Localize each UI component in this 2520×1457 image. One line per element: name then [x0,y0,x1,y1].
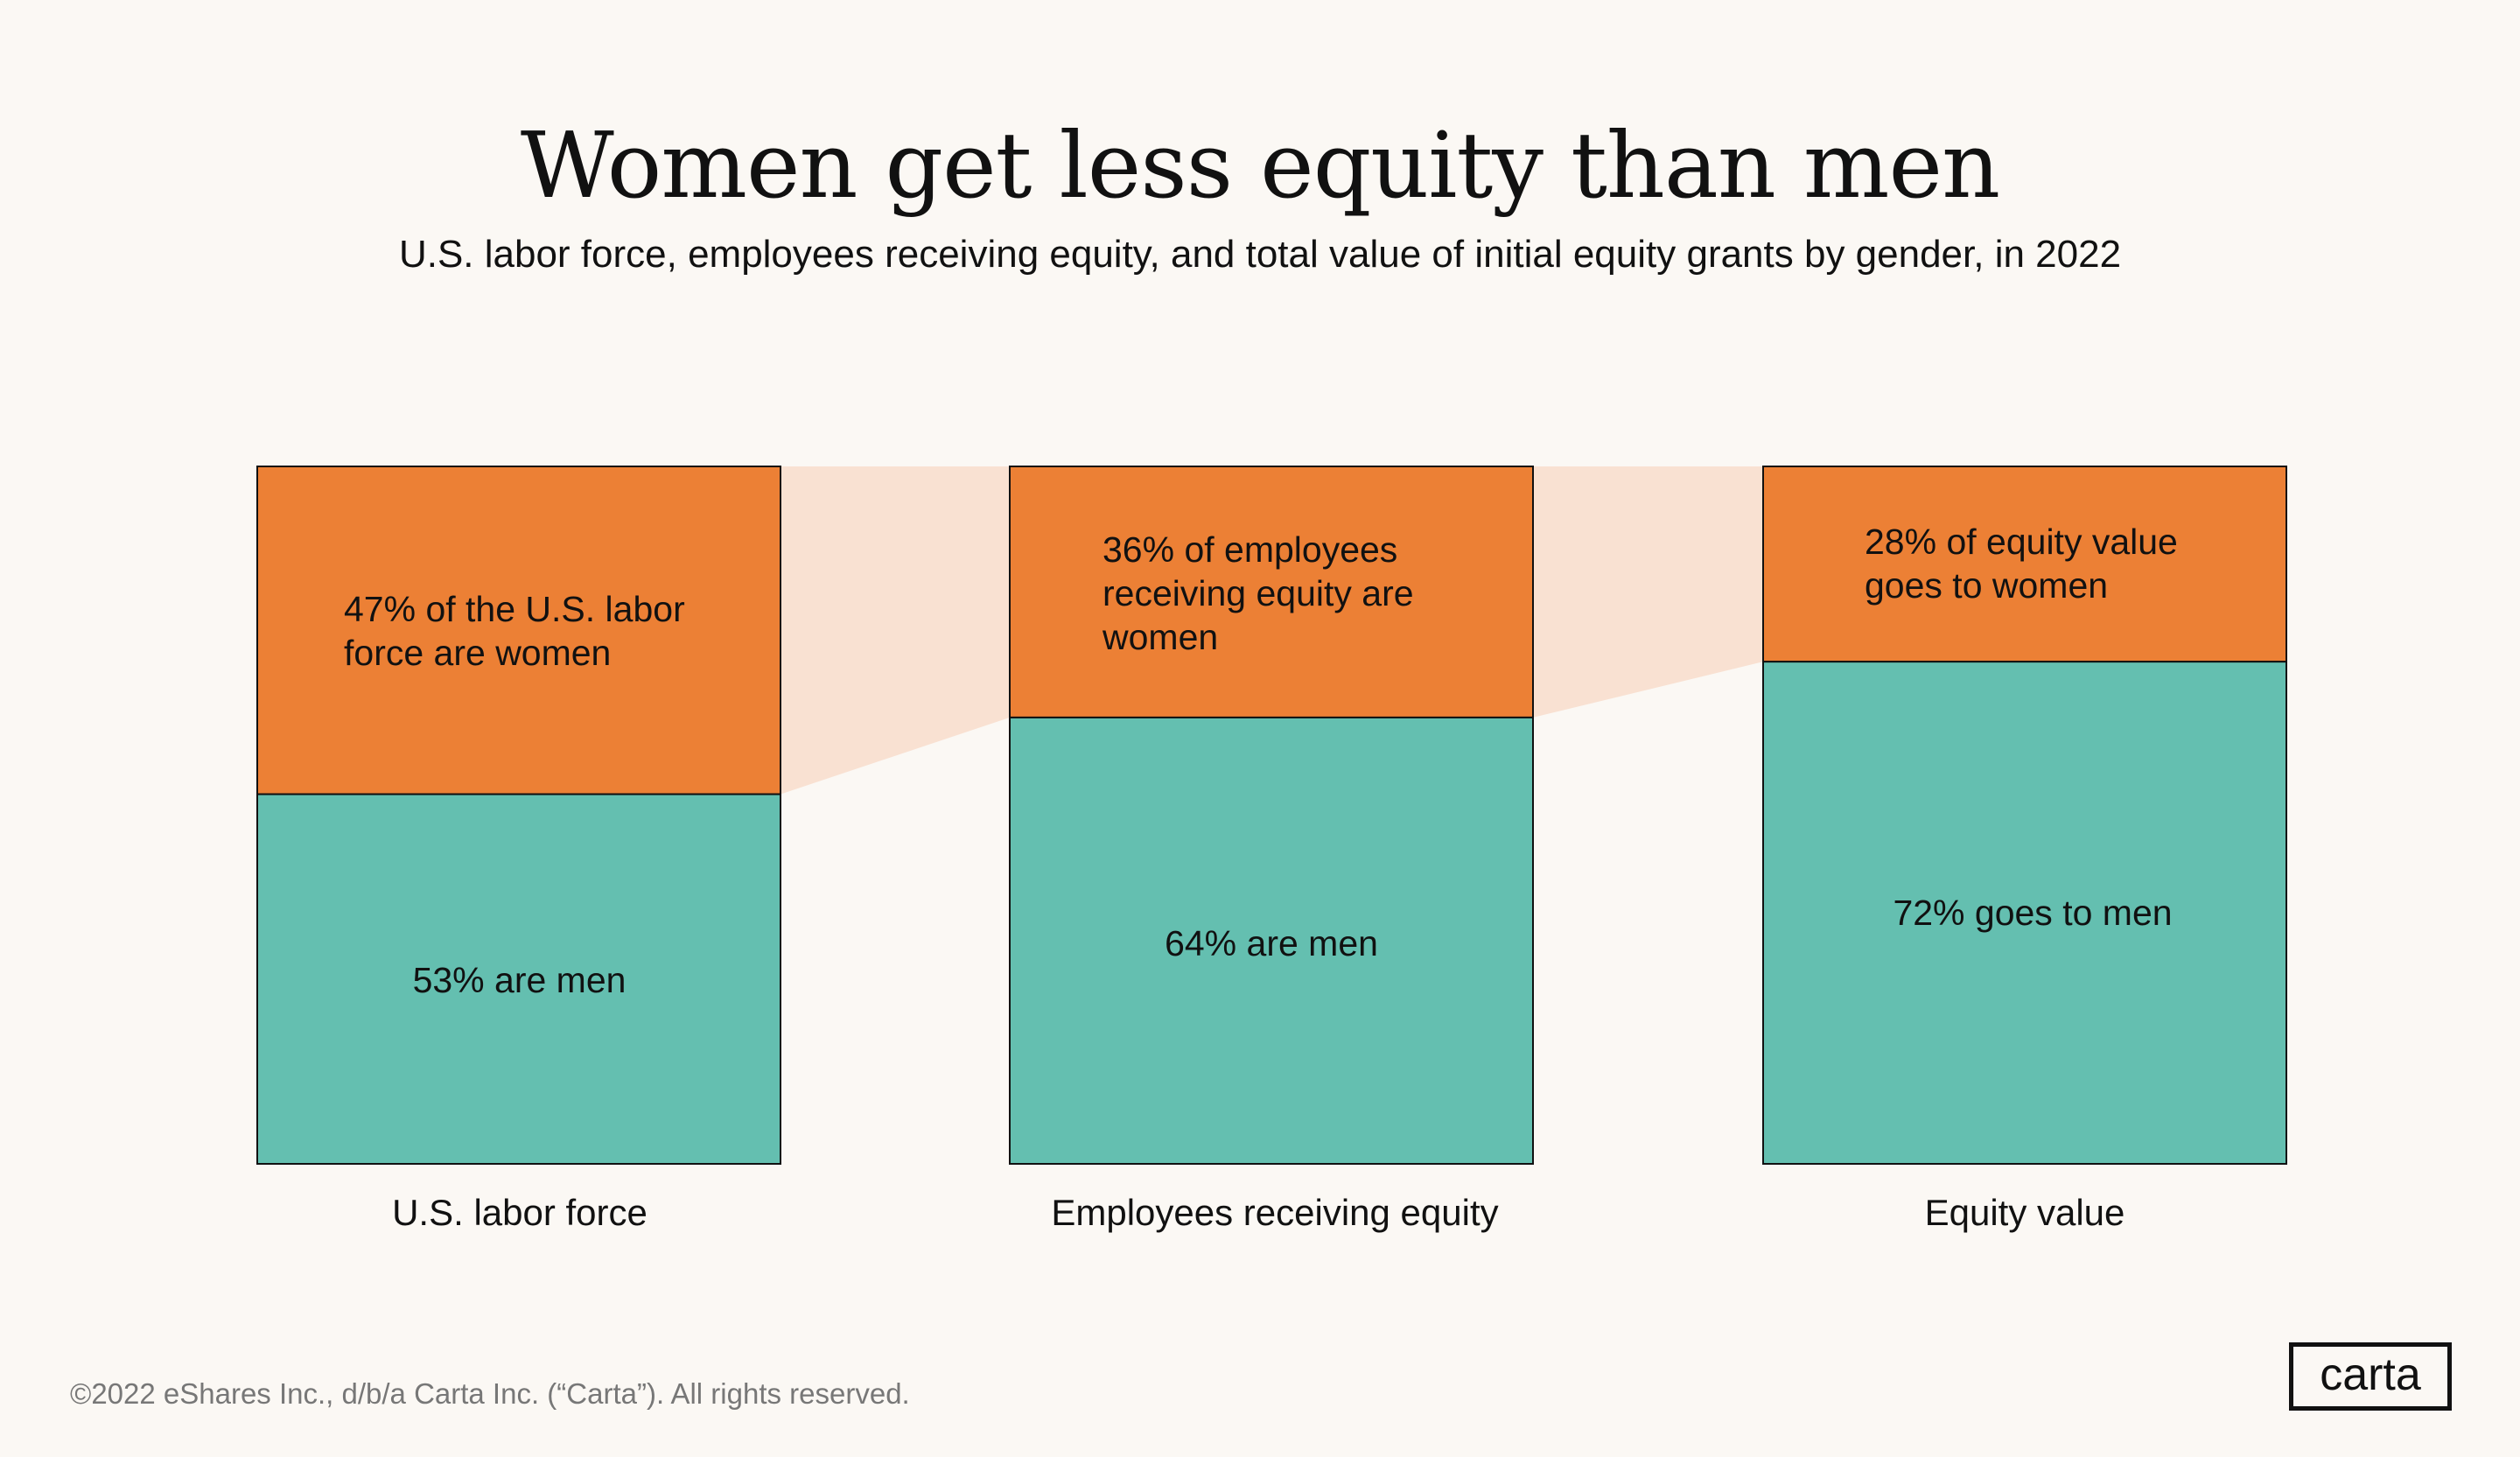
copyright-footer: ©2022 eShares Inc., d/b/a Carta Inc. (“C… [70,1377,910,1410]
bar-women-2 [1762,466,2287,663]
women-label-0: 47% of the U.S. labor force are women [344,589,685,673]
women-label-1: 36% of employees receiving equity are wo… [1102,529,1414,657]
carta-logo: carta [2289,1342,2452,1411]
men-label-0: 53% are men [412,960,626,1000]
category-label-1: Employees receiving equity [1051,1192,1499,1233]
logo-text: carta [2320,1349,2421,1400]
women-label-2: 28% of equity value goes to women [1865,522,2178,606]
bar-men-1 [1009,716,1534,1165]
chart-title: Women get less equity than men [520,112,2000,219]
connector-band [1533,466,1763,718]
men-label-1: 64% are men [1165,923,1378,963]
connector-band [780,466,1010,795]
bar-men-0 [256,793,781,1166]
bar-women-0 [256,466,781,795]
men-label-2: 72% goes to men [1893,893,2173,933]
bar-women-1 [1009,466,1534,718]
category-label-0: U.S. labor force [392,1192,648,1233]
chart-subtitle: U.S. labor force, employees receiving eq… [398,233,2122,276]
category-label-2: Equity value [1924,1192,2125,1233]
bar-men-2 [1762,661,2287,1165]
